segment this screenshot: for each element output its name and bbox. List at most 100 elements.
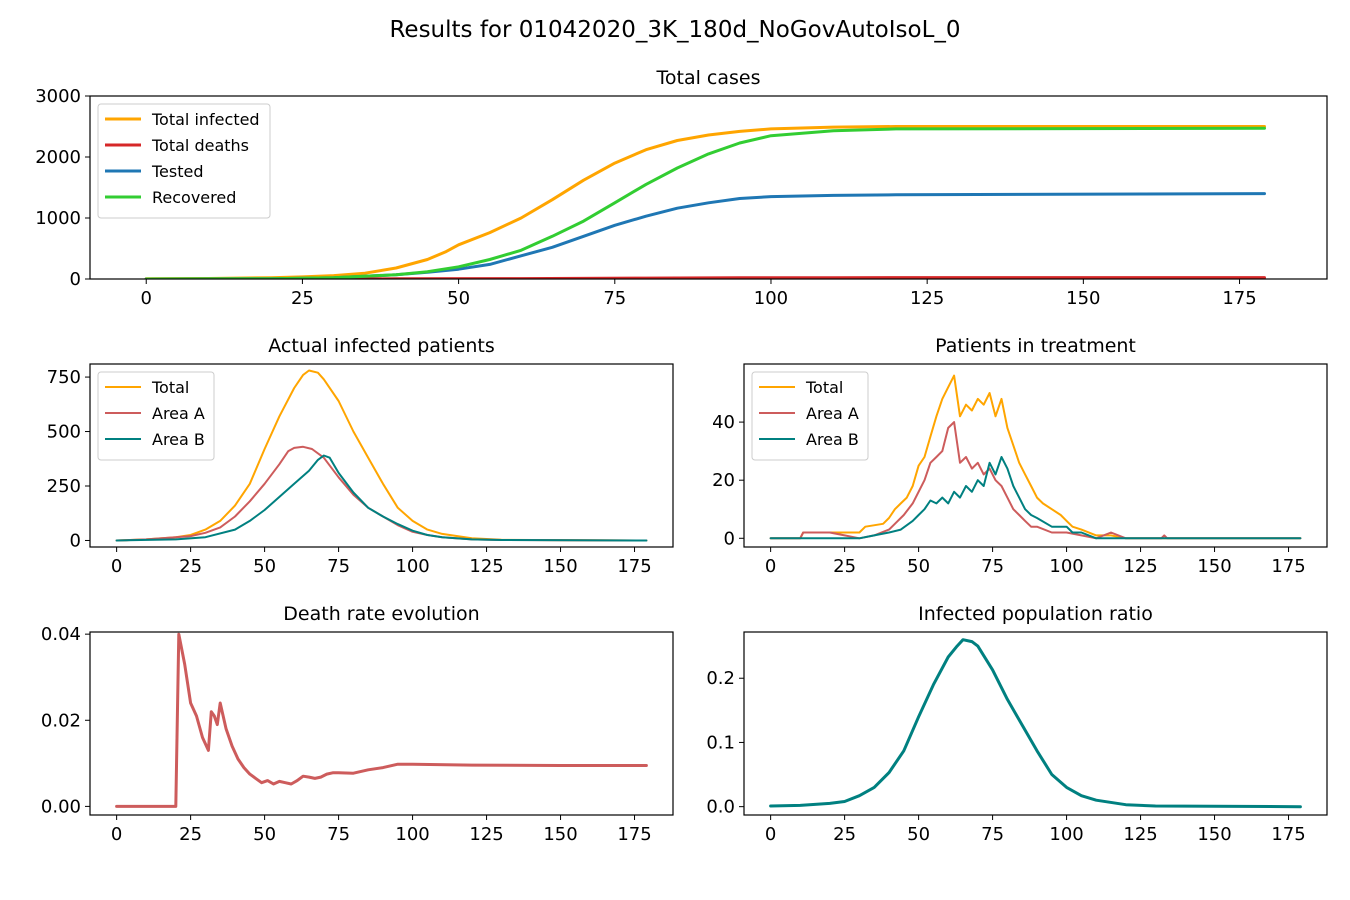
y-tick-label: 250 [47, 476, 81, 497]
x-tick-label: 0 [111, 556, 122, 577]
series-line-total-infected [144, 125, 1266, 279]
legend-label: Area A [806, 404, 859, 423]
subplot-ratio: Infected population ratio 0 25 50 75 100 125 15… [706, 603, 1328, 845]
y-tick-label: 0 [70, 530, 81, 551]
y-tick-label: 2000 [35, 147, 81, 168]
y-tick-label: 0 [70, 269, 81, 290]
subplot-treatment: Patients in treatment 0 25 50 75 100 125 150 175… [712, 335, 1328, 577]
x-tick-label: 150 [1066, 288, 1100, 309]
subplot-title: Patients in treatment [935, 335, 1136, 357]
legend-label: Total infected [151, 110, 260, 129]
series-group [115, 632, 648, 808]
axes-frame [89, 631, 674, 816]
y-tick-label: 0.04 [41, 624, 81, 645]
x-tick-label: 150 [1197, 824, 1231, 845]
series-line-area-a [115, 445, 648, 542]
x-tick-label: 150 [543, 824, 577, 845]
x-tick-label: 50 [447, 288, 470, 309]
legend-label: Area B [806, 430, 859, 449]
x-tick-label: 0 [141, 288, 152, 309]
subplot-title: Total cases [656, 67, 761, 89]
x-tick-label: 25 [833, 824, 856, 845]
x-tick-label: 100 [395, 824, 429, 845]
y-tick-label: 0.2 [706, 668, 735, 689]
x-tick-label: 0 [111, 824, 122, 845]
x-tick-label: 25 [833, 556, 856, 577]
series-group [144, 125, 1266, 279]
x-tick-label: 50 [907, 556, 930, 577]
x-tick-label: 175 [617, 824, 651, 845]
x-tick-label: 50 [253, 556, 276, 577]
series-line-main [769, 638, 1302, 809]
x-tick-label: 0 [765, 556, 776, 577]
subplot-title: Actual infected patients [268, 335, 494, 357]
legend: Total Area A Area B [97, 371, 215, 461]
legend: Total Area A Area B [751, 371, 869, 461]
y-tick-label: 0.0 [706, 797, 735, 818]
x-tick-label: 50 [907, 824, 930, 845]
x-tick-label: 125 [1123, 556, 1157, 577]
legend-label: Area A [152, 404, 205, 423]
y-tick-label: 500 [47, 422, 81, 443]
y-tick-label: 1000 [35, 208, 81, 229]
subplot-death-rate: Death rate evolution 0 25 50 75 100 125 150 175 0… [41, 603, 674, 845]
subplot-total: Total cases 0 25 50 75 100 125 150 175 0 1000 2000 3… [35, 67, 1328, 309]
series-line-area-b [769, 456, 1302, 540]
subplot-title: Infected population ratio [918, 603, 1153, 625]
x-tick-label: 25 [291, 288, 314, 309]
series-line-recovered [144, 126, 1266, 279]
x-tick-label: 25 [179, 824, 202, 845]
x-tick-label: 25 [179, 556, 202, 577]
axes-frame [89, 363, 674, 548]
subplot-actual: Actual infected patients 0 25 50 75 100 125 150… [47, 335, 674, 577]
axes-frame [743, 631, 1328, 816]
subplot-title: Death rate evolution [283, 603, 479, 625]
series-line-total [769, 374, 1302, 540]
legend-label: Area B [152, 430, 205, 449]
x-tick-label: 175 [617, 556, 651, 577]
x-tick-label: 50 [253, 824, 276, 845]
series-line-main [115, 632, 648, 808]
x-tick-label: 125 [469, 824, 503, 845]
axes-frame [89, 95, 1328, 280]
y-tick-label: 750 [47, 367, 81, 388]
x-tick-label: 75 [327, 556, 350, 577]
legend-label: Recovered [152, 188, 236, 207]
x-tick-label: 125 [1123, 824, 1157, 845]
series-line-tested [144, 192, 1266, 279]
x-tick-label: 100 [754, 288, 788, 309]
x-tick-label: 175 [1271, 556, 1305, 577]
x-tick-label: 100 [1049, 824, 1083, 845]
legend-label: Total [805, 378, 843, 397]
figure-title: Results for 01042020_3K_180d_NoGovAutoIs… [389, 17, 960, 43]
y-tick-label: 40 [712, 412, 735, 433]
x-tick-label: 125 [910, 288, 944, 309]
y-tick-label: 0.02 [41, 710, 81, 731]
x-tick-label: 150 [543, 556, 577, 577]
legend-label: Total [151, 378, 189, 397]
x-tick-label: 150 [1197, 556, 1231, 577]
legend-label: Total deaths [151, 136, 249, 155]
series-line-area-b [115, 454, 648, 542]
y-tick-label: 20 [712, 470, 735, 491]
x-tick-label: 75 [603, 288, 626, 309]
x-tick-label: 75 [981, 556, 1004, 577]
legend: Total infected Total deaths Tested Recovere… [97, 103, 271, 219]
series-line-total [115, 369, 648, 542]
y-tick-label: 3000 [35, 86, 81, 107]
series-group [769, 638, 1302, 809]
series-group [769, 374, 1302, 540]
series-group [115, 369, 648, 542]
x-tick-label: 0 [765, 824, 776, 845]
legend-box [97, 103, 271, 219]
y-tick-label: 0 [724, 528, 735, 549]
x-tick-label: 100 [1049, 556, 1083, 577]
x-tick-label: 75 [327, 824, 350, 845]
legend-label: Tested [151, 162, 204, 181]
x-tick-label: 125 [469, 556, 503, 577]
y-tick-label: 0.00 [41, 796, 81, 817]
x-tick-label: 175 [1222, 288, 1256, 309]
y-tick-label: 0.1 [706, 732, 735, 753]
